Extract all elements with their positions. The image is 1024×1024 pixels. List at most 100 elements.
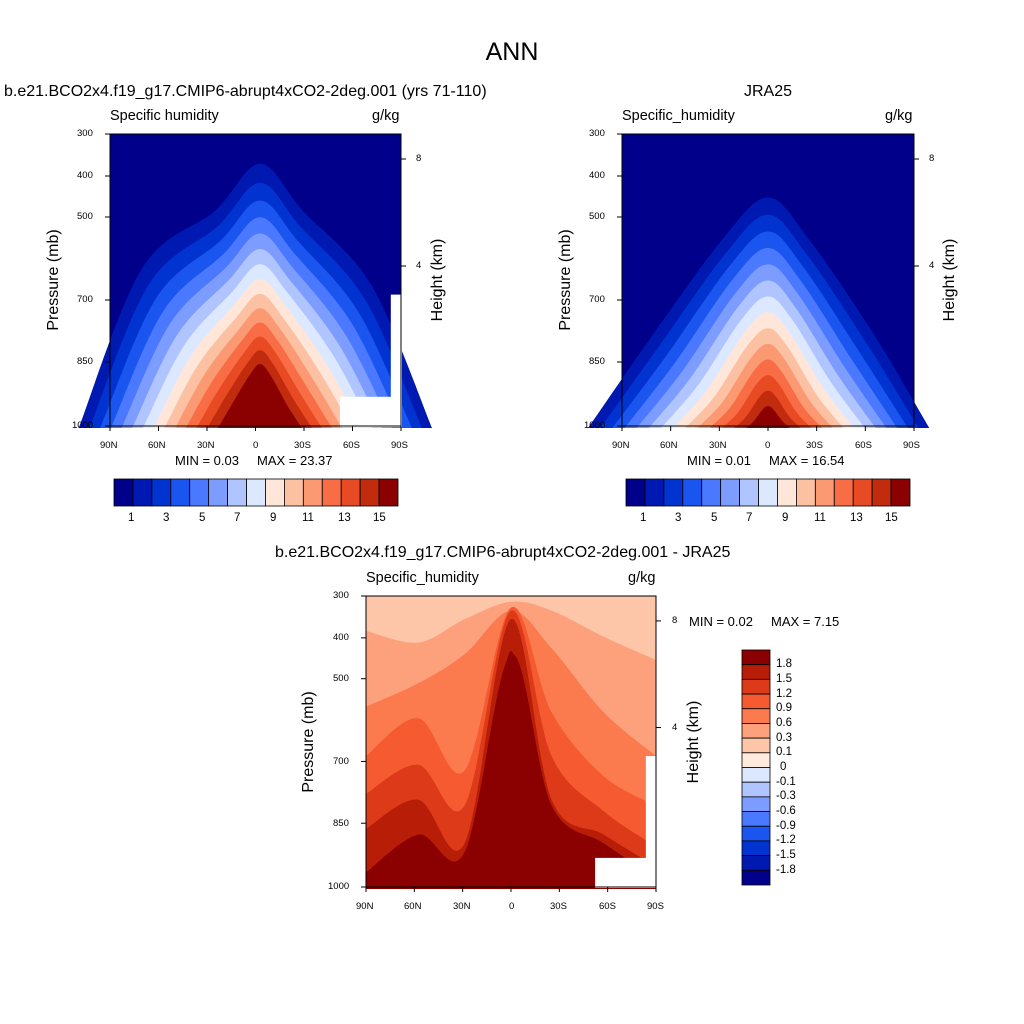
panel3-xtick: 60N [404,901,422,912]
panel1-y-axis-label: Pressure (mb) [45,229,62,331]
colorbar-swatch [644,478,665,507]
colorbar-swatch [265,478,285,507]
panel2-y-axis-label: Pressure (mb) [557,229,574,331]
panel3-colorbar-label: 0 [780,761,787,773]
panel3-min: MIN = 0.02 [689,614,753,629]
panel1-colorbar-label: 1 [128,512,135,524]
colorbar-swatch [151,478,172,507]
axes [361,595,661,892]
panel2-xtick: 90S [903,440,920,451]
panel3-colorbar-label: 0.1 [776,746,792,758]
colorbar-swatch [321,478,342,507]
panel2-xtick: 0 [765,440,771,451]
panel2-variable: Specific_humidity [622,108,735,124]
panel1-xtick: 60N [148,440,166,451]
panel1-ytick: 700 [77,294,93,305]
panel2-colorbar-label: 15 [885,512,898,524]
panel3-xtick: 60S [599,901,616,912]
panel1-ytick: 1000 [72,420,94,431]
panel1-colorbar-label: 11 [302,512,314,524]
panel3-y2-axis-label: Height (km) [685,700,702,784]
panel3-ytick: 850 [333,818,349,829]
colorbar-swatch [741,678,771,695]
colorbar-swatch [741,840,771,857]
colorbar-swatch [871,478,892,507]
panel1-xtick: 30N [197,440,215,451]
colorbar-swatch [741,693,771,710]
panel2-ytick: 1000 [584,420,606,431]
panel1-y2tick: 4 [416,260,422,271]
panel3-y2tick: 8 [672,615,678,626]
panel3-ytick: 1000 [328,881,350,892]
panel2-colorbar-label: 9 [782,512,789,524]
panel2-colorbar-label: 1 [640,512,647,524]
panel3-colorbar-label: -0.3 [776,790,796,802]
panel1-y2tick: 8 [416,153,422,164]
colorbar-swatch [682,478,703,507]
humidity-band [218,364,302,428]
panel2-y2tick: 8 [929,153,935,164]
colorbar-swatch [283,478,304,507]
panel3-title: b.e21.BCO2x4.f19_g17.CMIP6-abrupt4xCO2-2… [275,544,731,561]
panel3-xtick: 30S [550,901,567,912]
panel1-colorbar [113,478,399,507]
panel2-ytick: 300 [589,128,605,139]
colorbar-swatch [741,869,771,886]
colorbar-swatch [890,478,911,507]
colorbar-swatch [739,478,759,507]
panel3-y2tick: 4 [672,722,678,733]
colorbar-swatch [227,478,247,507]
panel1-ytick: 400 [77,170,93,181]
colorbar-swatch [170,478,191,507]
panel3-colorbar-label: -1.2 [776,834,796,846]
axes [617,133,919,431]
panel1-xtick: 90N [100,440,118,451]
panel2-units: g/kg [885,108,913,124]
panel2-xtick: 90N [612,440,630,451]
panel3-colorbar-label: 1.5 [776,673,792,685]
panel1-units: g/kg [372,108,400,124]
colorbar-swatch [741,781,771,798]
panel3-xtick: 90S [647,901,664,912]
colorbar-swatch [741,811,771,827]
colorbar-swatch [777,478,797,507]
colorbar-swatch [741,767,771,783]
panel3-colorbar [741,649,771,886]
panel1-plot [78,133,432,431]
panel2-colorbar-label: 7 [746,512,753,524]
colorbar-swatch [833,478,854,507]
colorbar-swatch [814,478,835,507]
panel2-xtick: 60S [855,440,872,451]
panel1-colorbar-label: 3 [163,512,170,524]
panel1-colorbar-label: 15 [373,512,386,524]
missing-data-mask [645,756,657,888]
colorbar-swatch [758,478,778,507]
colorbar-swatch [741,708,771,724]
colorbar-swatch [741,649,771,666]
panel2-title: JRA25 [744,83,793,100]
panel3-colorbar-label: 0.9 [776,702,792,714]
panel3-xtick: 0 [509,901,515,912]
colorbar-swatch [795,478,816,507]
panel2-min: MIN = 0.01 [687,453,751,468]
difference-plume [484,651,542,887]
panel1-xtick: 30S [294,440,311,451]
colorbar-swatch [720,478,740,507]
colorbar-swatch [741,855,771,871]
panel2-ytick: 500 [589,211,605,222]
panel2-colorbar-label: 11 [814,512,826,524]
panel2-ytick: 850 [589,356,605,367]
colorbar-swatch [741,723,771,739]
panel3-colorbar-label: -0.9 [776,820,796,832]
panel2-ytick: 400 [589,170,605,181]
colorbar-swatch [741,796,771,812]
colorbar-swatch [852,478,873,507]
colorbar-swatch [741,825,771,842]
axes [105,133,406,431]
colorbar-swatch [302,478,323,507]
panel1-variable: Specific humidity [110,108,219,124]
panel2-xtick: 30N [709,440,727,451]
panel2-ytick: 700 [589,294,605,305]
colorbar-swatch [625,478,646,507]
panel1-y2-axis-label: Height (km) [429,238,446,322]
